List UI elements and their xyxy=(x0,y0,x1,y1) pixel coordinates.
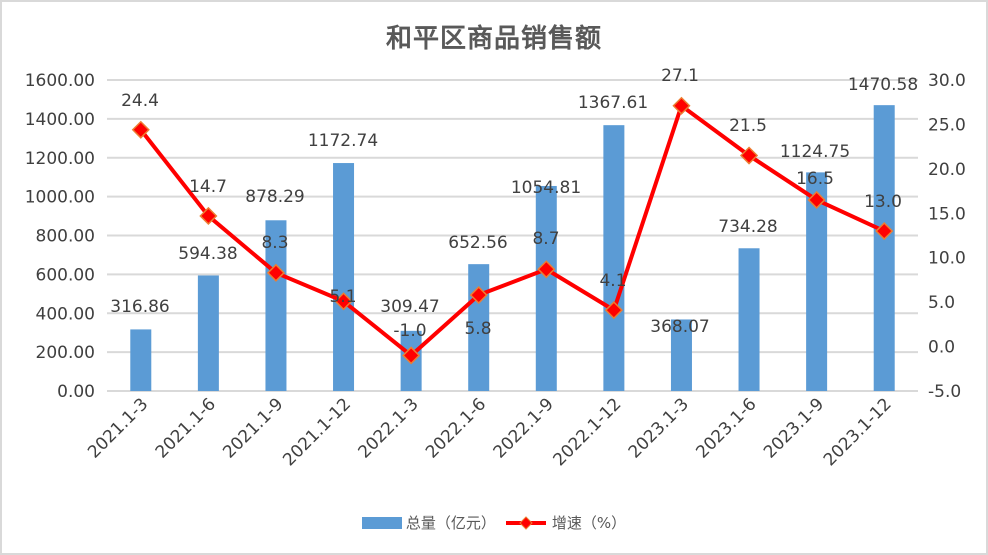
bar[interactable] xyxy=(873,105,895,392)
bar-value-label: 1054.81 xyxy=(511,178,581,198)
legend-item-growth[interactable]: 增速（%） xyxy=(504,512,626,533)
bar-value-label: 878.29 xyxy=(245,187,304,207)
x-tick: 2021.1-12 xyxy=(279,394,355,470)
bar[interactable] xyxy=(130,329,152,391)
growth-value-label: 13.0 xyxy=(864,192,902,212)
y-right-tick: 30.0 xyxy=(928,71,966,91)
y-left-tick: 1600.00 xyxy=(25,71,95,91)
bar[interactable] xyxy=(535,185,557,391)
bar-value-label: 1470.58 xyxy=(848,75,918,95)
growth-value-label: 21.5 xyxy=(729,116,767,136)
chart-title: 和平区商品销售额 xyxy=(385,24,602,54)
growth-value-label: 16.5 xyxy=(796,169,834,189)
x-tick: 2023.1-12 xyxy=(820,394,896,470)
bar[interactable] xyxy=(333,163,355,391)
bar-swatch-icon xyxy=(361,516,402,529)
x-tick: 2022.1-12 xyxy=(550,394,626,470)
x-tick: 2023.1-9 xyxy=(760,394,828,462)
bar[interactable] xyxy=(265,220,287,391)
x-tick: 2022.1-6 xyxy=(422,394,490,462)
y-right-tick: 20.0 xyxy=(928,160,966,180)
legend-label-total: 总量（亿元） xyxy=(405,514,496,532)
growth-line xyxy=(139,103,886,358)
bar[interactable] xyxy=(197,275,219,391)
bar-value-label: 594.38 xyxy=(178,244,237,264)
diamond-marker-icon[interactable] xyxy=(334,292,353,311)
growth-value-label: 14.7 xyxy=(189,177,227,197)
bar-value-label: 1172.74 xyxy=(308,131,378,151)
growth-value-label: 24.4 xyxy=(121,91,159,111)
x-tick: 2023.1-3 xyxy=(625,394,693,462)
bar[interactable] xyxy=(738,248,760,391)
y-left-tick: 400.00 xyxy=(36,304,95,324)
growth-value-label: 8.3 xyxy=(261,233,288,253)
x-tick: 2021.1-9 xyxy=(219,394,287,462)
growth-value-label: -1.0 xyxy=(393,321,426,341)
x-tick: 2022.1-9 xyxy=(490,394,558,462)
bar[interactable] xyxy=(603,125,625,391)
y-left-tick: 800.00 xyxy=(36,227,95,247)
y-right-tick: 0.0 xyxy=(928,338,955,358)
bar[interactable] xyxy=(806,172,828,391)
x-tick: 2023.1-6 xyxy=(692,394,760,462)
y-right-tick: -5.0 xyxy=(928,382,961,402)
legend-item-total[interactable]: 总量（亿元） xyxy=(361,512,496,533)
diamond-marker-icon[interactable] xyxy=(807,190,826,210)
y-left-tick: 1400.00 xyxy=(25,110,95,130)
bar-value-label: 309.47 xyxy=(380,297,439,317)
diamond-marker-icon[interactable] xyxy=(469,285,488,305)
diamond-marker-icon[interactable] xyxy=(266,263,286,282)
x-tick: 2021.1-6 xyxy=(152,394,220,462)
legend: 总量（亿元） 增速（%） xyxy=(0,512,988,533)
diamond-marker-icon[interactable] xyxy=(537,260,556,279)
line-diamond-swatch-icon xyxy=(505,515,546,530)
y-left-tick: 1000.00 xyxy=(25,188,95,208)
diamond-marker-icon[interactable] xyxy=(402,346,421,365)
growth-value-label: 4.1 xyxy=(599,271,626,291)
diamond-marker-icon[interactable] xyxy=(672,96,691,115)
y-left-tick: 0.00 xyxy=(57,382,95,402)
bar-value-label: 734.28 xyxy=(718,217,777,237)
y-left-tick: 200.00 xyxy=(36,343,95,363)
growth-value-label: 5.8 xyxy=(464,319,491,339)
y-left-tick: 1200.00 xyxy=(25,149,95,169)
x-tick: 2021.1-3 xyxy=(84,394,152,462)
diamond-marker-icon[interactable] xyxy=(875,221,894,241)
x-tick: 2022.1-3 xyxy=(354,394,422,462)
diamond-marker-icon[interactable] xyxy=(131,120,150,139)
diamond-marker-icon[interactable] xyxy=(604,301,623,320)
growth-value-label: 5.1 xyxy=(329,287,356,307)
y-left-tick: 600.00 xyxy=(36,265,95,285)
diamond-marker-icon[interactable] xyxy=(199,206,218,226)
bar-value-label: 1367.61 xyxy=(578,93,648,113)
y-right-tick: 15.0 xyxy=(928,204,966,224)
bar-value-label: 652.56 xyxy=(448,233,507,253)
diamond-marker-icon[interactable] xyxy=(739,146,759,165)
y-right-tick: 5.0 xyxy=(928,293,955,313)
bar-value-label: 316.86 xyxy=(110,297,169,317)
y-right-tick: 25.0 xyxy=(928,115,966,135)
bar-value-label: 368.07 xyxy=(650,317,709,337)
bar-value-label: 1124.75 xyxy=(780,142,850,162)
growth-value-label: 27.1 xyxy=(661,66,699,86)
growth-value-label: 8.7 xyxy=(532,229,559,249)
y-right-tick: 10.0 xyxy=(928,249,966,269)
bar[interactable] xyxy=(670,319,692,391)
legend-label-growth: 增速（%） xyxy=(551,514,627,532)
